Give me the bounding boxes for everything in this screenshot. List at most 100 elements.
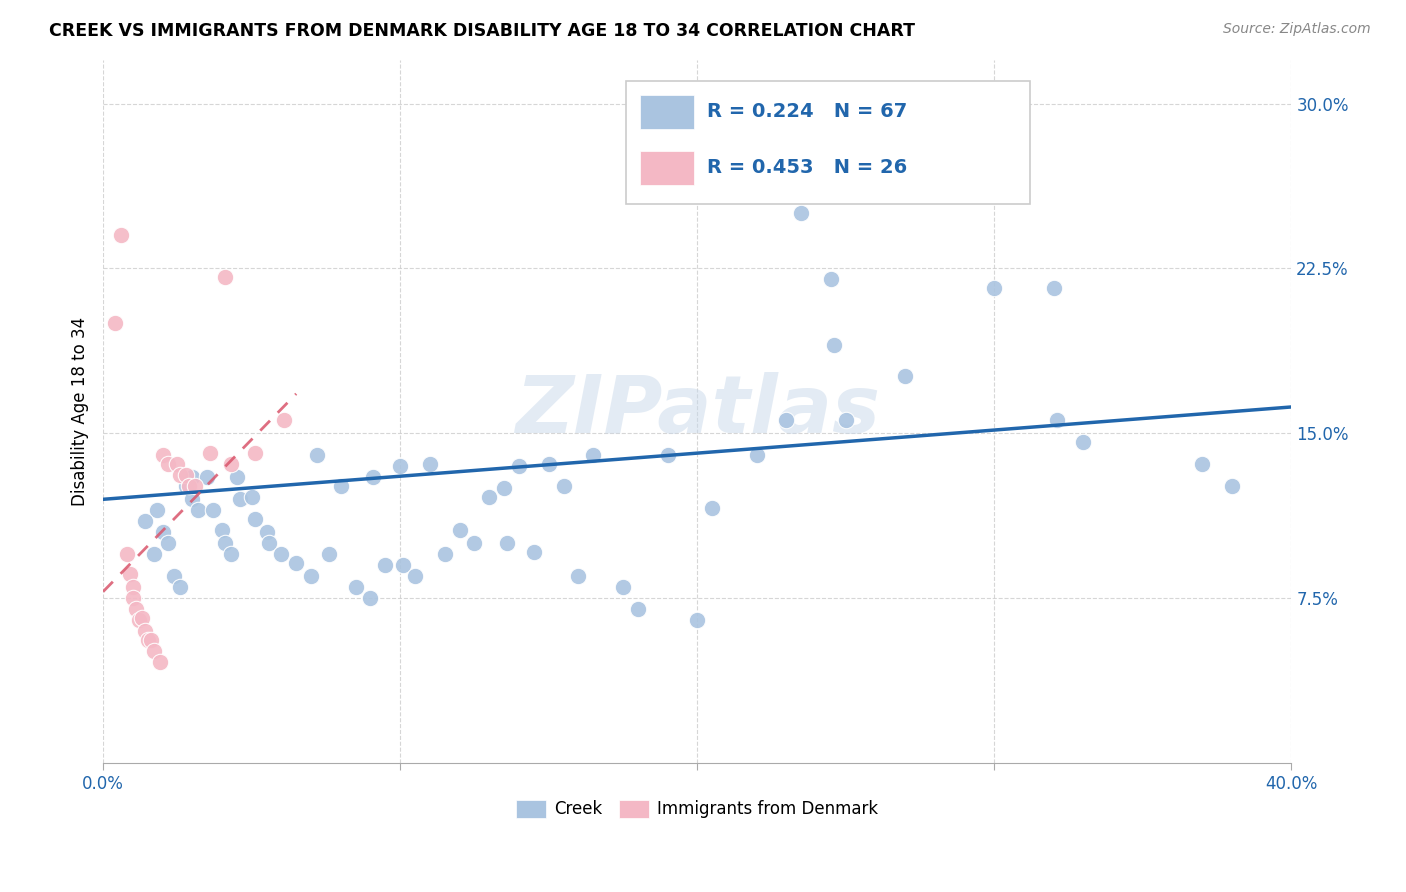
- Point: [537, 457, 560, 471]
- Point: [121, 591, 143, 606]
- Point: [1042, 281, 1064, 295]
- Point: [285, 556, 308, 570]
- Point: [259, 536, 281, 550]
- Point: [181, 470, 204, 484]
- Point: [523, 545, 546, 559]
- Point: [374, 558, 396, 573]
- Point: [181, 492, 204, 507]
- Point: [163, 569, 186, 583]
- Point: [508, 459, 530, 474]
- Y-axis label: Disability Age 18 to 34: Disability Age 18 to 34: [72, 317, 89, 506]
- Point: [389, 459, 412, 474]
- Point: [612, 580, 634, 594]
- Point: [125, 602, 148, 616]
- Text: R = 0.224   N = 67: R = 0.224 N = 67: [707, 103, 907, 121]
- Point: [463, 536, 485, 550]
- Point: [329, 479, 352, 493]
- Point: [363, 470, 385, 484]
- Point: [202, 503, 225, 517]
- Point: [157, 457, 180, 471]
- Point: [449, 523, 471, 537]
- Point: [983, 281, 1005, 295]
- Point: [169, 468, 191, 483]
- Point: [1220, 479, 1243, 493]
- Point: [657, 448, 679, 462]
- Point: [219, 457, 242, 471]
- Point: [359, 591, 381, 606]
- Point: [142, 644, 165, 658]
- Point: [121, 580, 143, 594]
- Point: [433, 547, 456, 561]
- Point: [134, 514, 156, 528]
- Point: [299, 569, 322, 583]
- Point: [110, 228, 132, 243]
- Point: [214, 536, 236, 550]
- Point: [344, 580, 367, 594]
- Point: [179, 479, 201, 493]
- Point: [686, 613, 709, 627]
- Point: [243, 446, 266, 460]
- Point: [229, 492, 252, 507]
- Point: [128, 613, 150, 627]
- Point: [243, 512, 266, 526]
- Point: [115, 547, 138, 561]
- FancyBboxPatch shape: [640, 95, 693, 128]
- Point: [198, 446, 221, 460]
- Point: [195, 470, 218, 484]
- Point: [219, 547, 242, 561]
- Point: [894, 369, 917, 384]
- Text: CREEK VS IMMIGRANTS FROM DENMARK DISABILITY AGE 18 TO 34 CORRELATION CHART: CREEK VS IMMIGRANTS FROM DENMARK DISABIL…: [49, 22, 915, 40]
- Point: [835, 413, 858, 427]
- Point: [478, 490, 501, 504]
- Point: [211, 523, 233, 537]
- Point: [496, 536, 519, 550]
- FancyBboxPatch shape: [626, 80, 1031, 204]
- Point: [700, 501, 723, 516]
- Point: [139, 633, 162, 648]
- Point: [214, 270, 236, 285]
- Point: [256, 525, 278, 540]
- Point: [627, 602, 650, 616]
- Point: [104, 317, 127, 331]
- Text: Source: ZipAtlas.com: Source: ZipAtlas.com: [1223, 22, 1371, 37]
- Point: [152, 525, 174, 540]
- Point: [176, 479, 198, 493]
- Point: [145, 503, 167, 517]
- Point: [804, 162, 827, 177]
- Point: [240, 490, 263, 504]
- Point: [118, 567, 141, 582]
- FancyBboxPatch shape: [640, 151, 693, 185]
- Point: [176, 468, 198, 483]
- Point: [1073, 435, 1095, 450]
- Point: [148, 655, 170, 669]
- Text: ZIPatlas: ZIPatlas: [515, 372, 880, 450]
- Point: [225, 470, 247, 484]
- Point: [184, 479, 207, 493]
- Point: [273, 413, 295, 427]
- Point: [582, 448, 605, 462]
- Point: [494, 481, 516, 495]
- Point: [166, 457, 188, 471]
- Legend: Creek, Immigrants from Denmark: Creek, Immigrants from Denmark: [509, 793, 886, 825]
- Point: [404, 569, 426, 583]
- Point: [820, 272, 842, 286]
- Point: [270, 547, 292, 561]
- Point: [553, 479, 575, 493]
- Point: [131, 611, 153, 625]
- Point: [775, 413, 797, 427]
- Text: R = 0.453   N = 26: R = 0.453 N = 26: [707, 159, 907, 178]
- Point: [157, 536, 180, 550]
- Point: [1191, 457, 1213, 471]
- Point: [790, 206, 813, 220]
- Point: [142, 547, 165, 561]
- Point: [318, 547, 340, 561]
- Point: [187, 503, 209, 517]
- Point: [567, 569, 589, 583]
- Point: [745, 448, 768, 462]
- Point: [152, 448, 174, 462]
- Point: [392, 558, 415, 573]
- Point: [419, 457, 441, 471]
- Point: [169, 580, 191, 594]
- Point: [305, 448, 328, 462]
- Point: [134, 624, 156, 639]
